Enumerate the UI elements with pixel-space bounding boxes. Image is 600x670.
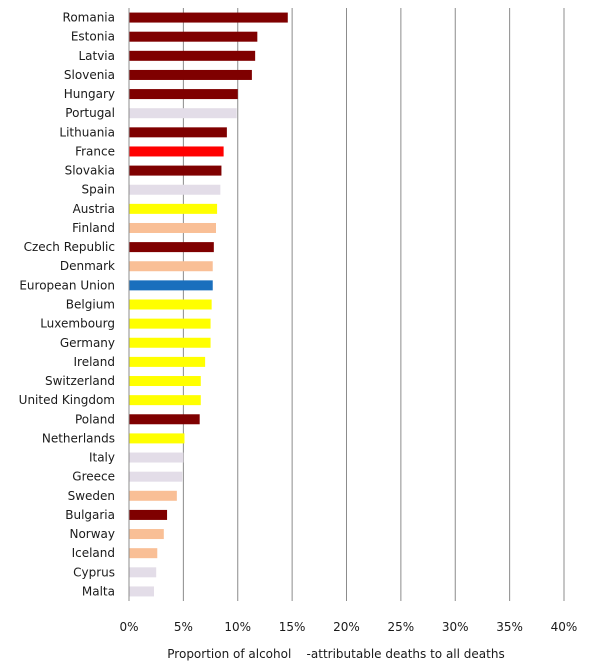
category-label: Slovakia	[65, 164, 115, 178]
x-tick-label: 5%	[174, 620, 193, 634]
category-label: Czech Republic	[24, 240, 115, 254]
bar	[129, 261, 213, 272]
category-label: France	[75, 144, 115, 158]
bar	[129, 529, 164, 540]
x-tick-label: 10%	[224, 620, 251, 634]
category-label: Portugal	[65, 106, 115, 120]
bar	[129, 146, 224, 157]
x-tick-label: 25%	[388, 620, 415, 634]
bar	[129, 356, 206, 367]
x-tick-label: 20%	[333, 620, 360, 634]
category-label: Estonia	[71, 30, 115, 44]
category-label: Finland	[72, 221, 115, 235]
category-label: Cyprus	[73, 565, 115, 579]
bar	[129, 318, 211, 329]
bar	[129, 548, 158, 559]
category-label: Luxembourg	[40, 317, 115, 331]
category-label: Malta	[82, 584, 115, 598]
bar	[129, 89, 238, 100]
bar	[129, 490, 177, 501]
bar	[129, 414, 200, 425]
category-label: Iceland	[72, 546, 115, 560]
bar	[129, 395, 201, 406]
category-label: Romania	[63, 11, 115, 25]
bar	[129, 299, 212, 310]
bar	[129, 203, 218, 214]
x-tick-label: 0%	[119, 620, 138, 634]
category-label: European Union	[19, 278, 115, 292]
bar	[129, 184, 221, 195]
bar	[129, 586, 155, 597]
bar	[129, 222, 216, 233]
bar	[129, 471, 183, 482]
x-tick-labels: 0% 5% 10% 15% 20% 25% 30% 35% 40%	[119, 620, 577, 634]
bar	[129, 452, 184, 463]
x-tick-label: 35%	[496, 620, 523, 634]
bar	[129, 127, 227, 138]
category-label: Belgium	[66, 298, 115, 312]
category-label: Slovenia	[64, 68, 115, 82]
category-label: United Kingdom	[19, 393, 115, 407]
category-label: Austria	[73, 202, 115, 216]
bar	[129, 31, 258, 42]
bar	[129, 69, 252, 80]
bar	[129, 50, 256, 61]
category-label: Bulgaria	[65, 508, 115, 522]
category-label: Switzerland	[45, 374, 115, 388]
bar	[129, 509, 168, 520]
bar	[129, 108, 237, 119]
x-tick-label: 15%	[279, 620, 306, 634]
category-label: Lithuania	[59, 125, 115, 139]
category-label: Netherlands	[42, 431, 115, 445]
bar	[129, 165, 222, 176]
category-label: Ireland	[73, 355, 115, 369]
category-labels: Romania Estonia Latvia Slovenia Hungary Portu…	[19, 11, 115, 599]
category-label: Greece	[72, 470, 115, 484]
category-label: Denmark	[60, 259, 115, 273]
bar	[129, 376, 201, 387]
category-label: Latvia	[78, 49, 115, 63]
category-label: Poland	[75, 412, 115, 426]
category-label: Hungary	[64, 87, 115, 101]
bar	[129, 433, 185, 444]
x-tick-label: 40%	[551, 620, 578, 634]
bar	[129, 242, 214, 253]
category-label: Norway	[69, 527, 115, 541]
category-label: Italy	[89, 451, 115, 465]
bar	[129, 12, 288, 23]
x-tick-label: 30%	[442, 620, 469, 634]
bars	[129, 12, 288, 597]
category-label: Sweden	[68, 489, 115, 503]
bar	[129, 280, 213, 291]
x-axis-title: Proportion of alcohol -attributable deat…	[167, 647, 504, 661]
bar	[129, 337, 211, 348]
bar	[129, 567, 157, 578]
gridlines	[128, 8, 565, 601]
category-label: Spain	[81, 183, 115, 197]
category-label: Germany	[60, 336, 115, 350]
